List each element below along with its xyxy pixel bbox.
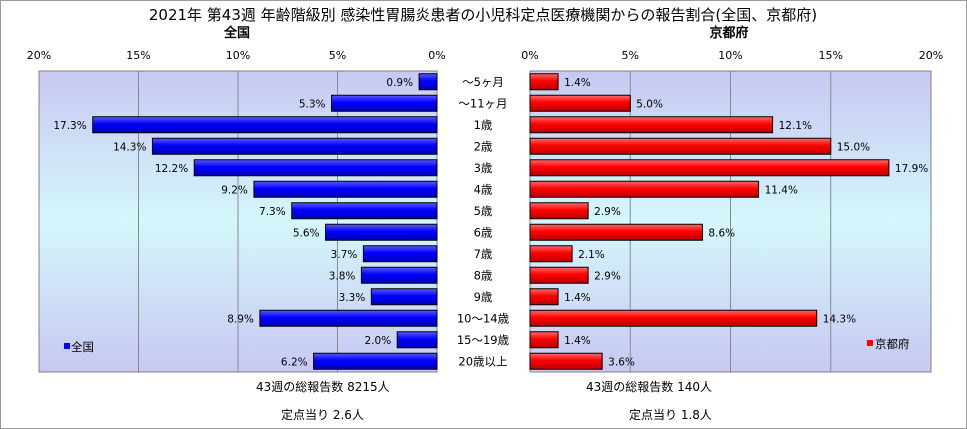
kyoto-bar xyxy=(529,116,774,134)
kyoto-data-label: 1.4% xyxy=(564,335,591,347)
category-label: 15～19歳 xyxy=(457,333,510,347)
zenkoku-tick-label: 15% xyxy=(126,49,150,62)
zenkoku-bar xyxy=(291,202,438,220)
zenkoku-bar xyxy=(313,352,438,370)
zenkoku-bar xyxy=(418,73,438,91)
category-label: 2歳 xyxy=(474,139,493,153)
kyoto-bar xyxy=(529,73,559,91)
right-panel: 0% 5% 10% 15% 20% 1.4% 5.0% 12.1% 15.0% 17.9% 11.4… xyxy=(521,49,943,373)
kyoto-data-label: 14.3% xyxy=(823,313,856,325)
zenkoku-tick-label: 10% xyxy=(226,49,250,62)
kyoto-bar xyxy=(529,266,589,284)
left-legend: 全国 xyxy=(71,340,94,354)
kyoto-bar xyxy=(529,137,832,155)
category-label: 4歳 xyxy=(474,182,493,196)
zenkoku-data-label: 6.2% xyxy=(281,356,308,368)
kyoto-data-label: 1.4% xyxy=(564,77,591,89)
kyoto-tick-label: 5% xyxy=(622,49,639,62)
kyoto-data-label: 3.6% xyxy=(608,356,635,368)
zenkoku-bar xyxy=(151,137,438,155)
kyoto-bar xyxy=(529,309,818,327)
zenkoku-data-label: 5.6% xyxy=(293,227,320,239)
zenkoku-data-label: 9.2% xyxy=(221,184,248,196)
kyoto-bar xyxy=(529,94,631,112)
zenkoku-data-label: 7.3% xyxy=(259,206,286,218)
zenkoku-bar xyxy=(331,94,438,112)
zenkoku-data-label: 3.3% xyxy=(339,292,366,304)
zenkoku-bar xyxy=(253,180,438,198)
kyoto-tick-label: 0% xyxy=(521,49,538,62)
right-footer-reports: 43週の総報告数 140人 xyxy=(586,379,712,394)
zenkoku-data-label: 8.9% xyxy=(227,313,254,325)
zenkoku-bar xyxy=(370,288,438,306)
zenkoku-data-label: 3.8% xyxy=(329,270,356,282)
left-footer-reports: 43週の総報告数 8215人 xyxy=(256,379,390,394)
zenkoku-data-label: 12.2% xyxy=(155,163,188,175)
zenkoku-data-label: 17.3% xyxy=(53,120,86,132)
zenkoku-bar xyxy=(259,309,438,327)
zenkoku-bar xyxy=(193,159,438,177)
category-label: 9歳 xyxy=(474,290,493,304)
zenkoku-bar xyxy=(396,331,438,349)
kyoto-bar xyxy=(529,223,703,241)
kyoto-bar xyxy=(529,288,559,306)
zenkoku-data-label: 14.3% xyxy=(113,141,146,153)
zenkoku-data-label: 2.0% xyxy=(365,335,392,347)
kyoto-bar xyxy=(529,331,559,349)
kyoto-bar xyxy=(529,202,589,220)
category-labels: ～5ヶ月 ～11ヶ月 1歳 2歳 3歳 4歳 5歳 6歳 7歳 8歳 9歳 10～14歳 15～19歳 2… xyxy=(457,75,510,369)
zenkoku-tick-label: 0% xyxy=(428,49,445,62)
kyoto-data-label: 12.1% xyxy=(779,120,812,132)
right-legend-swatch xyxy=(867,340,873,346)
zenkoku-tick-label: 5% xyxy=(329,49,346,62)
chart-title: 2021年 第43週 年齢階級別 感染性胃腸炎患者の小児科定点医療機関からの報告… xyxy=(149,6,817,24)
kyoto-data-label: 11.4% xyxy=(765,184,798,196)
category-label: 20歳以上 xyxy=(458,354,507,368)
kyoto-data-label: 8.6% xyxy=(708,227,735,239)
zenkoku-data-label: 5.3% xyxy=(299,98,326,110)
category-label: 5歳 xyxy=(474,204,493,218)
right-panel-title: 京都府 xyxy=(709,25,748,41)
kyoto-data-label: 2.9% xyxy=(594,206,621,218)
kyoto-tick-label: 20% xyxy=(919,49,943,62)
kyoto-bar xyxy=(529,159,890,177)
left-footer-per-site: 定点当り 2.6人 xyxy=(281,407,364,422)
zenkoku-data-label: 0.9% xyxy=(386,77,413,89)
zenkoku-tick-label: 20% xyxy=(27,49,51,62)
category-label: 6歳 xyxy=(474,225,493,239)
kyoto-data-label: 5.0% xyxy=(636,98,663,110)
kyoto-data-label: 2.9% xyxy=(594,270,621,282)
category-label: 10～14歳 xyxy=(457,311,510,325)
kyoto-data-label: 15.0% xyxy=(837,141,870,153)
kyoto-data-label: 17.9% xyxy=(895,163,928,175)
kyoto-data-label: 1.4% xyxy=(564,292,591,304)
kyoto-tick-label: 15% xyxy=(819,49,843,62)
category-label: 7歳 xyxy=(474,247,493,261)
category-label: 3歳 xyxy=(474,161,493,175)
category-label: ～11ヶ月 xyxy=(458,96,507,110)
zenkoku-bar xyxy=(362,245,438,263)
kyoto-data-label: 2.1% xyxy=(578,249,605,261)
kyoto-bar xyxy=(529,352,603,370)
zenkoku-bar xyxy=(92,116,438,134)
left-panel-title: 全国 xyxy=(223,25,250,41)
zenkoku-bar xyxy=(360,266,438,284)
right-legend: 京都府 xyxy=(875,337,910,351)
zenkoku-bar xyxy=(325,223,438,241)
category-label: 8歳 xyxy=(474,268,493,282)
zenkoku-data-label: 3.7% xyxy=(331,249,358,261)
left-panel: 0% 5% 10% 15% 20% 0.9% 5.3% 17.3% 14.3% 12.2% 9.2%… xyxy=(27,49,446,373)
right-footer-per-site: 定点当り 1.8人 xyxy=(629,407,712,422)
category-label: 1歳 xyxy=(474,118,493,132)
kyoto-bar xyxy=(529,245,573,263)
left-legend-swatch xyxy=(64,343,70,349)
kyoto-tick-label: 10% xyxy=(718,49,742,62)
category-label: ～5ヶ月 xyxy=(462,75,504,89)
kyoto-bar xyxy=(529,180,760,198)
